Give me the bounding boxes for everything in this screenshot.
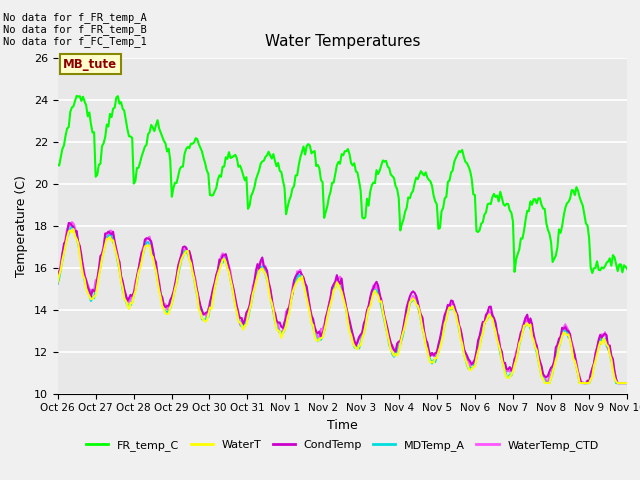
Text: No data for f_FR_temp_A: No data for f_FR_temp_A — [3, 12, 147, 23]
CondTemp — [595, 337, 602, 343]
FR_temp_C — [595, 267, 602, 273]
Line: WaterTemp_CTD: WaterTemp_CTD — [58, 222, 627, 383]
WaterT — [305, 303, 312, 309]
WaterTemp_CTD — [125, 300, 133, 305]
Line: FR_temp_C: FR_temp_C — [58, 96, 627, 273]
WaterTemp_CTD — [544, 380, 552, 386]
CondTemp — [305, 294, 312, 300]
WaterTemp_CTD — [54, 281, 61, 287]
FR_temp_C — [588, 270, 596, 276]
WaterTemp_CTD — [225, 263, 233, 269]
MDTemp_A — [595, 344, 602, 349]
MDTemp_A — [225, 267, 233, 273]
CondTemp — [253, 261, 261, 267]
FR_temp_C — [244, 206, 252, 212]
WaterT — [125, 306, 133, 312]
WaterTemp_CTD — [305, 295, 312, 301]
MDTemp_A — [305, 299, 312, 304]
Line: MDTemp_A: MDTemp_A — [58, 227, 627, 383]
FR_temp_C — [125, 133, 133, 139]
WaterT — [543, 380, 550, 386]
MDTemp_A — [125, 302, 133, 308]
WaterT — [623, 380, 631, 386]
WaterTemp_CTD — [68, 219, 76, 225]
CondTemp — [125, 295, 133, 301]
Text: MB_tute: MB_tute — [63, 58, 117, 71]
WaterT — [225, 269, 233, 275]
Text: No data for f_FR_temp_B: No data for f_FR_temp_B — [3, 24, 147, 35]
Line: CondTemp: CondTemp — [58, 223, 627, 383]
MDTemp_A — [68, 224, 76, 229]
CondTemp — [225, 265, 233, 271]
CondTemp — [244, 307, 252, 313]
MDTemp_A — [623, 380, 631, 386]
WaterTemp_CTD — [595, 340, 602, 346]
MDTemp_A — [579, 380, 587, 386]
FR_temp_C — [54, 162, 61, 168]
Y-axis label: Temperature (C): Temperature (C) — [15, 175, 28, 276]
FR_temp_C — [253, 172, 261, 178]
WaterT — [253, 273, 261, 279]
FR_temp_C — [305, 141, 312, 147]
WaterT — [244, 313, 252, 319]
FR_temp_C — [623, 266, 631, 272]
WaterT — [595, 344, 602, 350]
Legend: FR_temp_C, WaterT, CondTemp, MDTemp_A, WaterTemp_CTD: FR_temp_C, WaterT, CondTemp, MDTemp_A, W… — [82, 435, 603, 455]
MDTemp_A — [54, 281, 61, 287]
CondTemp — [623, 380, 631, 386]
WaterTemp_CTD — [623, 380, 631, 386]
Line: WaterT: WaterT — [58, 229, 627, 383]
CondTemp — [54, 279, 61, 285]
WaterT — [54, 279, 61, 285]
MDTemp_A — [253, 271, 261, 277]
CondTemp — [577, 380, 585, 386]
MDTemp_A — [244, 315, 252, 321]
Title: Water Temperatures: Water Temperatures — [265, 35, 420, 49]
X-axis label: Time: Time — [327, 419, 358, 432]
CondTemp — [65, 220, 72, 226]
FR_temp_C — [225, 149, 233, 155]
WaterTemp_CTD — [244, 310, 252, 315]
Text: No data for f_FC_Temp_1: No data for f_FC_Temp_1 — [3, 36, 147, 47]
FR_temp_C — [73, 93, 81, 99]
WaterT — [70, 226, 77, 232]
WaterTemp_CTD — [253, 264, 261, 270]
